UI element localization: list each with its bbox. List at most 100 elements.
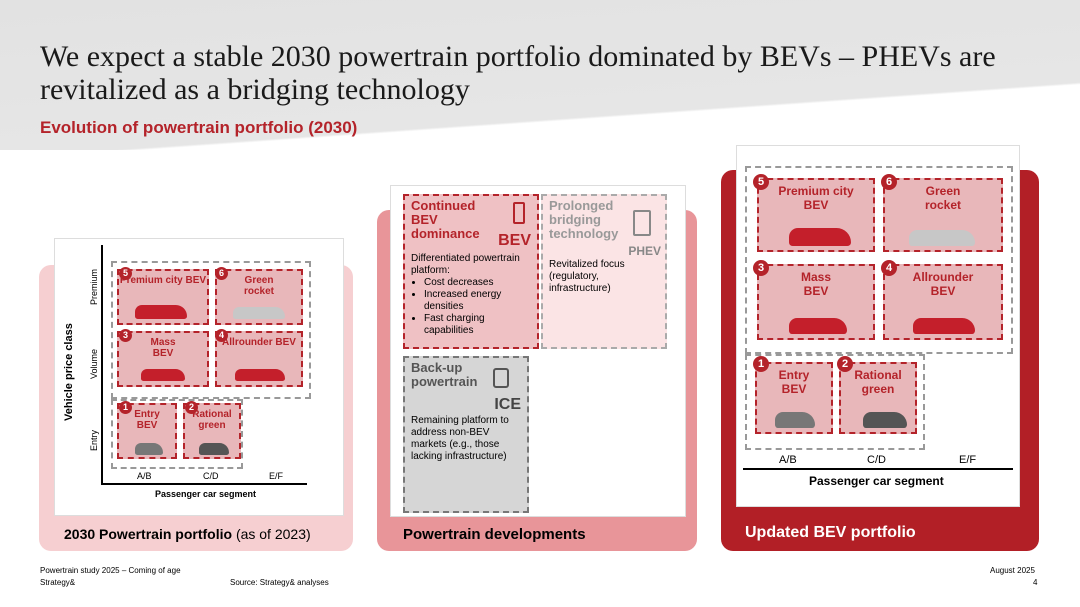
- ice-card-text: Remaining platform to address non-BEV ma…: [411, 415, 509, 462]
- cell-number: 4: [215, 329, 228, 342]
- cell-label: Green rocket: [243, 275, 274, 297]
- x-level-cd: C/D: [203, 471, 219, 481]
- cell-label: Allrounder BEV: [222, 337, 296, 348]
- x-level-ef: E/F: [959, 454, 977, 466]
- car-image: [789, 228, 851, 246]
- page-number: 4: [1033, 578, 1038, 587]
- bev-bullet: Increased energy densities: [424, 289, 531, 313]
- y-axis-label: Vehicle price class: [63, 323, 75, 421]
- bev-bullet: Fast charging capabilities: [424, 313, 531, 337]
- cell-number: 3: [119, 329, 132, 342]
- phev-card-text: Revitalized focus (regulatory, infrastru…: [549, 259, 625, 294]
- bev-bullet-list: Cost decreases Increased energy densitie…: [411, 277, 531, 337]
- car-image: [789, 318, 847, 334]
- car-image: [233, 307, 285, 319]
- car-image: [775, 412, 815, 428]
- x-axis: [101, 483, 307, 485]
- left-panel-chart: Vehicle price class Premium Volume Entry…: [54, 238, 344, 516]
- left-panel-title: 2030 Powertrain portfolio: [64, 526, 233, 542]
- car-image: [909, 230, 975, 246]
- cell-number: 4: [881, 260, 897, 276]
- cell-label: Green rocket: [924, 184, 962, 212]
- x-axis-label: Passenger car segment: [809, 474, 944, 488]
- page-title: We expect a stable 2030 powertrain portf…: [40, 40, 996, 106]
- ice-card-title: Back-up powertrain: [411, 360, 478, 389]
- footer-study: Powertrain study 2025 – Coming of age: [40, 566, 181, 575]
- x-axis: [743, 468, 1013, 470]
- battery-engine-icon: [633, 210, 651, 236]
- bev-tag: BEV: [498, 232, 531, 249]
- cell-label: Rational green: [192, 409, 232, 431]
- cell-label: Premium city BEV: [778, 184, 854, 212]
- y-axis: [101, 245, 103, 485]
- y-level-volume: Volume: [89, 348, 99, 379]
- cell-number: 1: [753, 356, 769, 372]
- right-panel-label: Updated BEV portfolio: [745, 524, 916, 541]
- middle-panel-label: Powertrain developments: [403, 526, 586, 543]
- cell-label: Entry BEV: [134, 409, 160, 431]
- footer-date: August 2025: [990, 566, 1035, 575]
- cell-number: 1: [119, 401, 132, 414]
- cell-green-rocket: Green rocket: [883, 178, 1003, 252]
- cell-number: 2: [185, 401, 198, 414]
- page-subtitle: Evolution of powertrain portfolio (2030): [40, 118, 358, 137]
- phev-tag: PHEV: [628, 244, 661, 258]
- cell-label: Allrounder BEV: [912, 270, 974, 298]
- cell-label: Entry BEV: [778, 368, 810, 396]
- cell-number: 3: [753, 260, 769, 276]
- car-image: [913, 318, 975, 334]
- cell-premium-city: Premium city BEV: [117, 269, 209, 325]
- x-level-ab: A/B: [779, 454, 797, 466]
- cell-number: 6: [215, 267, 228, 280]
- cell-label: Premium city BEV: [119, 275, 207, 286]
- cell-label: Mass BEV: [800, 270, 832, 298]
- cell-allrounder-bev: Allrounder BEV: [215, 331, 303, 387]
- left-panel-label: 2030 Powertrain portfolio (as of 2023): [64, 526, 311, 542]
- x-level-ab: A/B: [137, 471, 152, 481]
- cell-group-bottom: [111, 399, 243, 469]
- cell-number: 5: [753, 174, 769, 190]
- ice-card: Back-up powertrain ICE Remaining platfor…: [403, 356, 529, 513]
- cell-label: Rational green: [854, 368, 902, 396]
- footer-source: Source: Strategy& analyses: [230, 578, 329, 587]
- cell-label: Mass BEV: [150, 337, 176, 359]
- header-background: [0, 0, 1080, 150]
- x-level-cd: C/D: [867, 454, 886, 466]
- cell-group-bottom: [745, 354, 925, 450]
- cell-rational-green: Rational green: [839, 362, 917, 434]
- cell-number: 5: [119, 267, 132, 280]
- x-axis-label: Passenger car segment: [155, 489, 257, 499]
- phev-card: Prolonged bridging technology PHEV Revit…: [541, 194, 667, 349]
- left-panel-suffix: (as of 2023): [235, 526, 311, 542]
- cell-group-top: [745, 166, 1013, 354]
- car-image: [235, 369, 285, 381]
- bev-card-intro: Differentiated powertrain platform:: [411, 253, 520, 276]
- cell-group-top: [111, 261, 311, 399]
- car-image: [199, 443, 229, 455]
- footer-brand: Strategy&: [40, 578, 76, 587]
- cell-number: 2: [837, 356, 853, 372]
- phev-card-title: Prolonged bridging technology: [549, 198, 619, 241]
- bev-card-title: Continued BEV dominance: [411, 198, 480, 241]
- car-image: [135, 305, 187, 319]
- bev-bullet: Cost decreases: [424, 277, 531, 289]
- car-image: [135, 443, 163, 455]
- car-image: [141, 369, 185, 381]
- ice-tag: ICE: [494, 396, 521, 413]
- y-level-premium: Premium: [89, 268, 99, 305]
- cell-mass-bev: Mass BEV: [117, 331, 209, 387]
- cell-entry-bev: Entry BEV: [755, 362, 833, 434]
- bev-card: Continued BEV dominance BEV Differentiat…: [403, 194, 539, 349]
- cell-green-rocket: Green rocket: [215, 269, 303, 325]
- right-panel-chart: A/B C/D E/F Passenger car segment Premiu…: [736, 145, 1020, 507]
- battery-icon: [513, 202, 525, 224]
- car-image: [863, 412, 907, 428]
- cell-mass-bev: Mass BEV: [757, 264, 875, 340]
- cell-allrounder-bev: Allrounder BEV: [883, 264, 1003, 340]
- piston-icon: [493, 368, 509, 388]
- cell-premium-city: Premium city BEV: [757, 178, 875, 252]
- middle-panel-content: Continued BEV dominance BEV Differentiat…: [390, 185, 686, 517]
- cell-number: 6: [881, 174, 897, 190]
- x-level-ef: E/F: [269, 471, 284, 481]
- y-level-entry: Entry: [89, 429, 99, 451]
